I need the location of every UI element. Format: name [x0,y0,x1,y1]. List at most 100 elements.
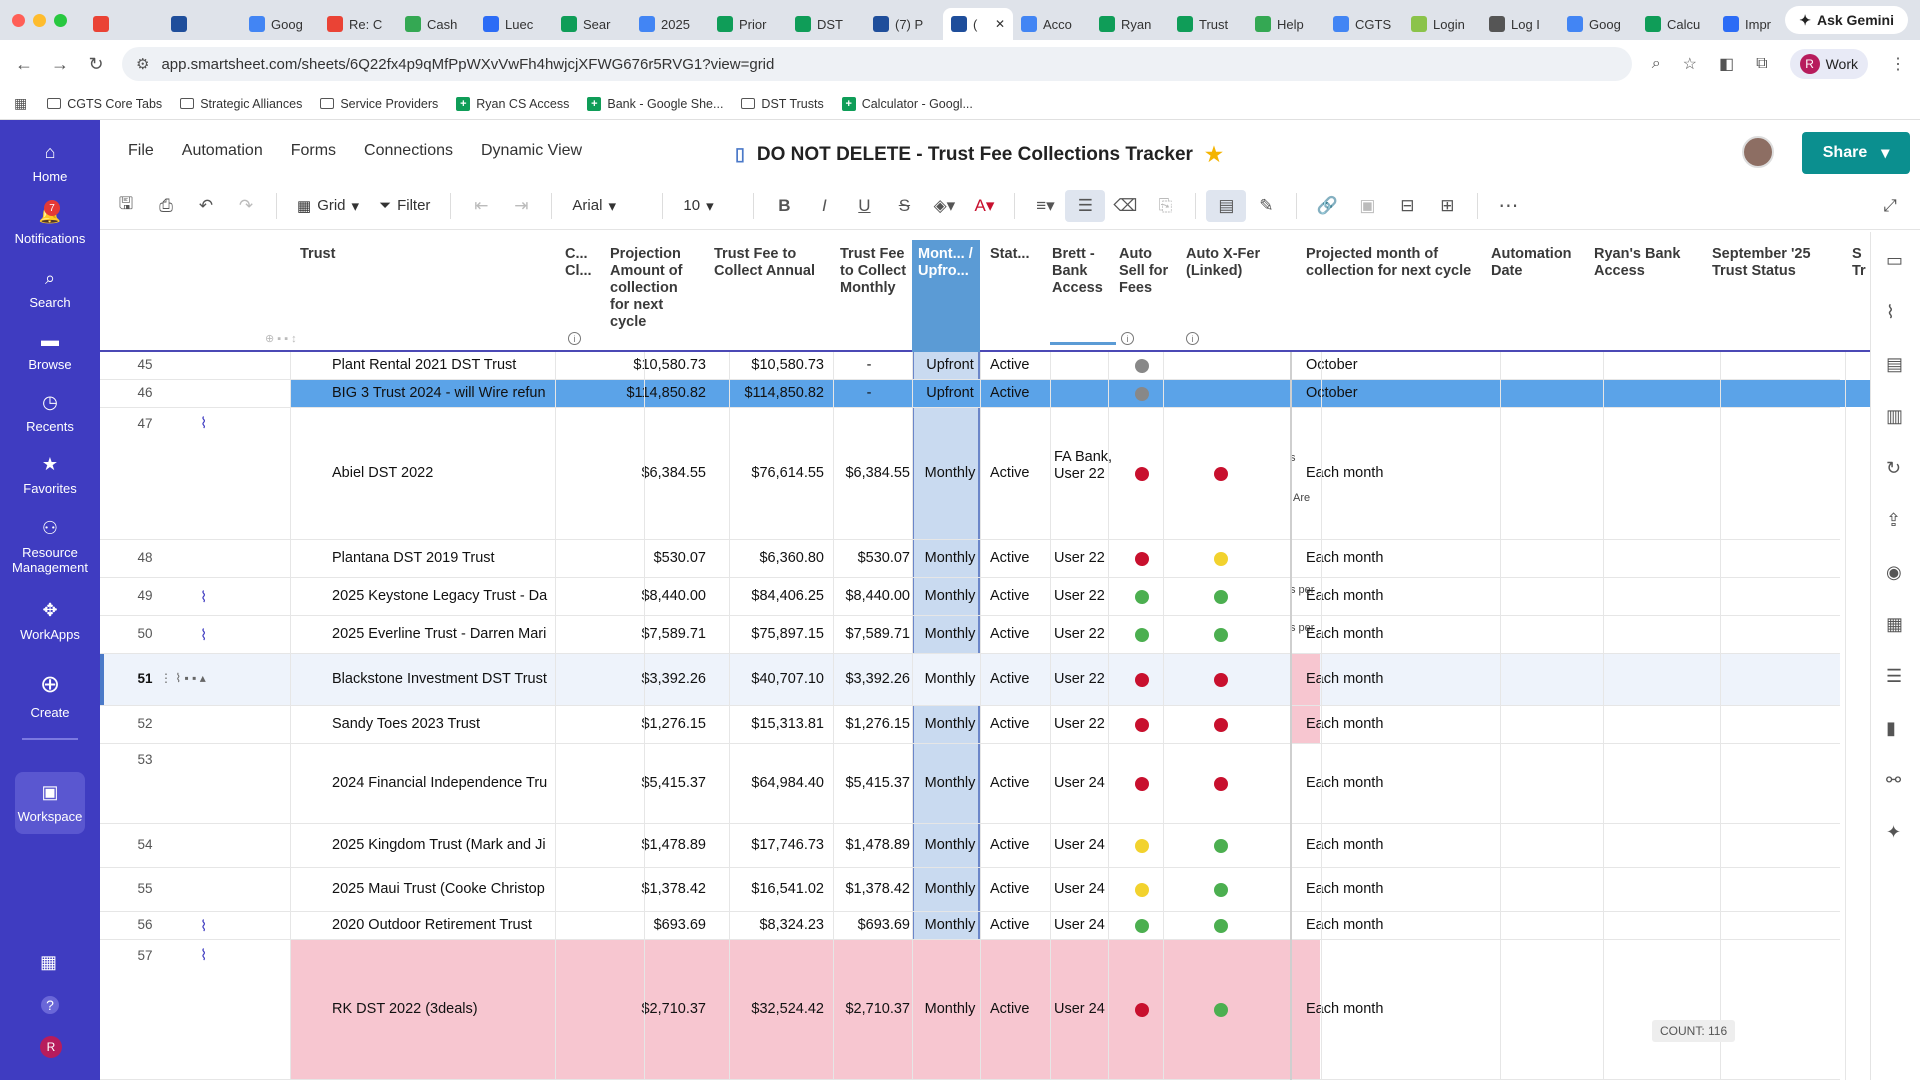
bank-access-cell[interactable]: User 24 [1054,1001,1105,1017]
table-row[interactable]: ⋮ ⌇ ▪ ▪ ▴ 51 Blackstone Investment DST Tru… [100,654,1840,706]
filter-button[interactable]: ⏷ Filter [379,197,431,214]
browser-tab[interactable]: Ryan [1091,8,1169,40]
month-type-cell[interactable]: Monthly [924,626,976,642]
browser-tab[interactable]: Calcu [1637,8,1715,40]
nav-item-home[interactable]: ⌂ Home [0,142,100,184]
browser-tab[interactable]: Goog [1559,8,1637,40]
table-row[interactable]: 50 ⌇ 2025 Everline Trust - Darren Mari $7,5… [100,616,1840,654]
status-cell[interactable]: Active [990,881,1030,897]
bank-access-cell[interactable]: User 22 [1054,626,1105,642]
table-row[interactable]: 47 ⌇ Abiel DST 2022 $6,384.55 $76,614.55 $6,3… [100,408,1840,540]
redo-icon[interactable]: ↷ [238,195,254,215]
bank-access-cell[interactable]: User 24 [1054,917,1105,933]
monthly-fee-cell[interactable]: $1,478.89 [845,837,910,853]
trust-cell[interactable]: 2025 Maui Trust (Cooke Christop [332,881,545,897]
projected-month-cell[interactable]: October [1306,357,1358,373]
projected-month-cell[interactable]: Each month [1306,716,1384,732]
menu-automation[interactable]: Automation [181,142,263,159]
table-row[interactable]: 48 Plantana DST 2019 Trust $530.07 $6,360.8… [100,540,1840,578]
print-icon[interactable]: ⎙ [159,195,173,215]
status-cell[interactable]: Active [990,917,1030,933]
trust-cell[interactable]: 2025 Kingdom Trust (Mark and Ji [332,837,546,853]
table-row[interactable]: 55 2025 Maui Trust (Cooke Christop $1,378.… [100,868,1840,912]
status-cell[interactable]: Active [990,626,1030,642]
user-avatar[interactable] [1742,136,1774,168]
trust-cell[interactable]: BIG 3 Trust 2024 - will Wire refun [332,385,546,401]
comment-icon[interactable]: ▭ [1886,250,1904,270]
chevron-down-icon[interactable]: ▾ [1881,145,1890,162]
annual-fee-cell[interactable]: $64,984.40 [751,775,824,791]
projected-month-cell[interactable]: October [1306,385,1358,401]
bookmark-item[interactable]: + Bank - Google She... [587,96,723,111]
column-header-c[interactable]: C... Cl... [565,246,592,279]
puzzle-icon[interactable]: ⧉ [1756,55,1768,72]
bank-access-cell[interactable]: User 24 [1054,881,1105,897]
month-type-cell[interactable]: Monthly [924,1001,976,1017]
month-type-cell[interactable]: Monthly [924,881,976,897]
ask-gemini-button[interactable]: ✦ Ask Gemini [1785,6,1908,34]
column-header-bank[interactable]: Brett - Bank Access [1052,246,1103,296]
projection-cell[interactable]: $1,478.89 [641,837,706,853]
projection-cell[interactable]: $6,384.55 [641,465,706,481]
trust-cell[interactable]: Sandy Toes 2023 Trust [332,716,481,732]
bank-access-cell[interactable]: User 22 [1054,550,1105,566]
attachment-icon[interactable]: ⌇ [200,589,208,606]
annual-fee-cell[interactable]: $40,707.10 [751,671,824,687]
view-selector[interactable]: ▦ Grid ▾ [297,197,360,215]
undo-icon[interactable]: ↶ [198,195,214,215]
nav-item-browse[interactable]: ▬ Browse [0,330,100,372]
projection-cell[interactable]: $3,392.26 [641,671,706,687]
nav-item-recents[interactable]: ◷ Recents [0,392,100,434]
trust-cell[interactable]: Blackstone Investment DST Trust [332,671,547,687]
table-row[interactable]: 54 2025 Kingdom Trust (Mark and Ji $1,478.… [100,824,1840,868]
browser-tab[interactable]: Luec [475,8,553,40]
bank-access-cell[interactable]: User 24 [1054,775,1105,791]
table-row[interactable]: 56 ⌇ 2020 Outdoor Retirement Trust $693.69 $… [100,912,1840,940]
attachment-icon[interactable]: ⌇ [1886,302,1895,322]
month-type-cell[interactable]: Monthly [924,716,976,732]
projected-month-cell[interactable]: Each month [1306,626,1384,642]
projected-month-cell[interactable]: Each month [1306,1001,1384,1017]
save-icon[interactable]: 🖫 [118,194,134,213]
column-header-automation-date[interactable]: Automation Date [1491,246,1572,279]
bold-icon[interactable]: B [778,195,791,215]
proofing-icon[interactable]: ▤ [1886,354,1904,374]
bookmark-item[interactable]: Strategic Alliances [180,97,302,111]
info-icon[interactable]: i [1186,332,1199,345]
summary-icon[interactable]: ▦ [1886,614,1904,634]
trust-cell[interactable]: 2025 Everline Trust - Darren Mari [332,626,547,642]
status-cell[interactable]: Active [990,1001,1030,1017]
column-header-september[interactable]: September '25 Trust Status [1712,246,1811,279]
strikethrough-icon[interactable]: S [898,195,911,215]
status-cell[interactable]: Active [990,385,1030,401]
monthly-fee-cell[interactable]: $2,710.37 [845,1001,910,1017]
monthly-fee-cell[interactable]: $7,589.71 [845,626,910,642]
history-icon[interactable]: ↻ [1886,458,1902,478]
column-header-autoxfer[interactable]: Auto X-Fer (Linked) [1186,246,1261,279]
projected-month-cell[interactable]: Each month [1306,775,1384,791]
status-cell[interactable]: Active [990,465,1030,481]
trust-cell[interactable]: 2025 Keystone Legacy Trust - Da [332,588,548,604]
outdent-icon[interactable]: ⇤ [474,195,489,215]
format-painter-icon[interactable]: ⎘ [1158,195,1173,215]
column-header-ryan-bank[interactable]: Ryan's Bank Access [1594,246,1681,279]
expand-icon[interactable]: ⤢ [1883,195,1897,215]
column-header-projected-month[interactable]: Projected month of collection for next c… [1306,246,1472,279]
bank-access-cell[interactable]: FA Bank, User 22 [1054,449,1113,482]
month-type-cell[interactable]: Monthly [924,588,976,604]
text-color-icon[interactable]: A▾ [974,195,995,215]
status-cell[interactable]: Active [990,837,1030,853]
annual-fee-cell[interactable]: $76,614.55 [751,465,824,481]
clear-format-icon[interactable]: ⌫ [1113,195,1138,215]
browser-tab[interactable]: Help [1247,8,1325,40]
fill-color-icon[interactable]: ◈▾ [933,195,956,215]
table-row[interactable]: 46 BIG 3 Trust 2024 - will Wire refun $114… [100,380,1870,408]
monthly-fee-cell[interactable]: $1,276.15 [845,716,910,732]
projection-cell[interactable]: $2,710.37 [641,1001,706,1017]
projection-cell[interactable]: $1,378.42 [641,881,706,897]
month-type-cell[interactable]: Upfront [926,385,974,401]
column-header-trust[interactable]: Trust [300,246,336,262]
browser-tab[interactable]: Cash [397,8,475,40]
bookmark-item[interactable]: CGTS Core Tabs [47,97,162,111]
annual-fee-cell[interactable]: $6,360.80 [759,550,824,566]
